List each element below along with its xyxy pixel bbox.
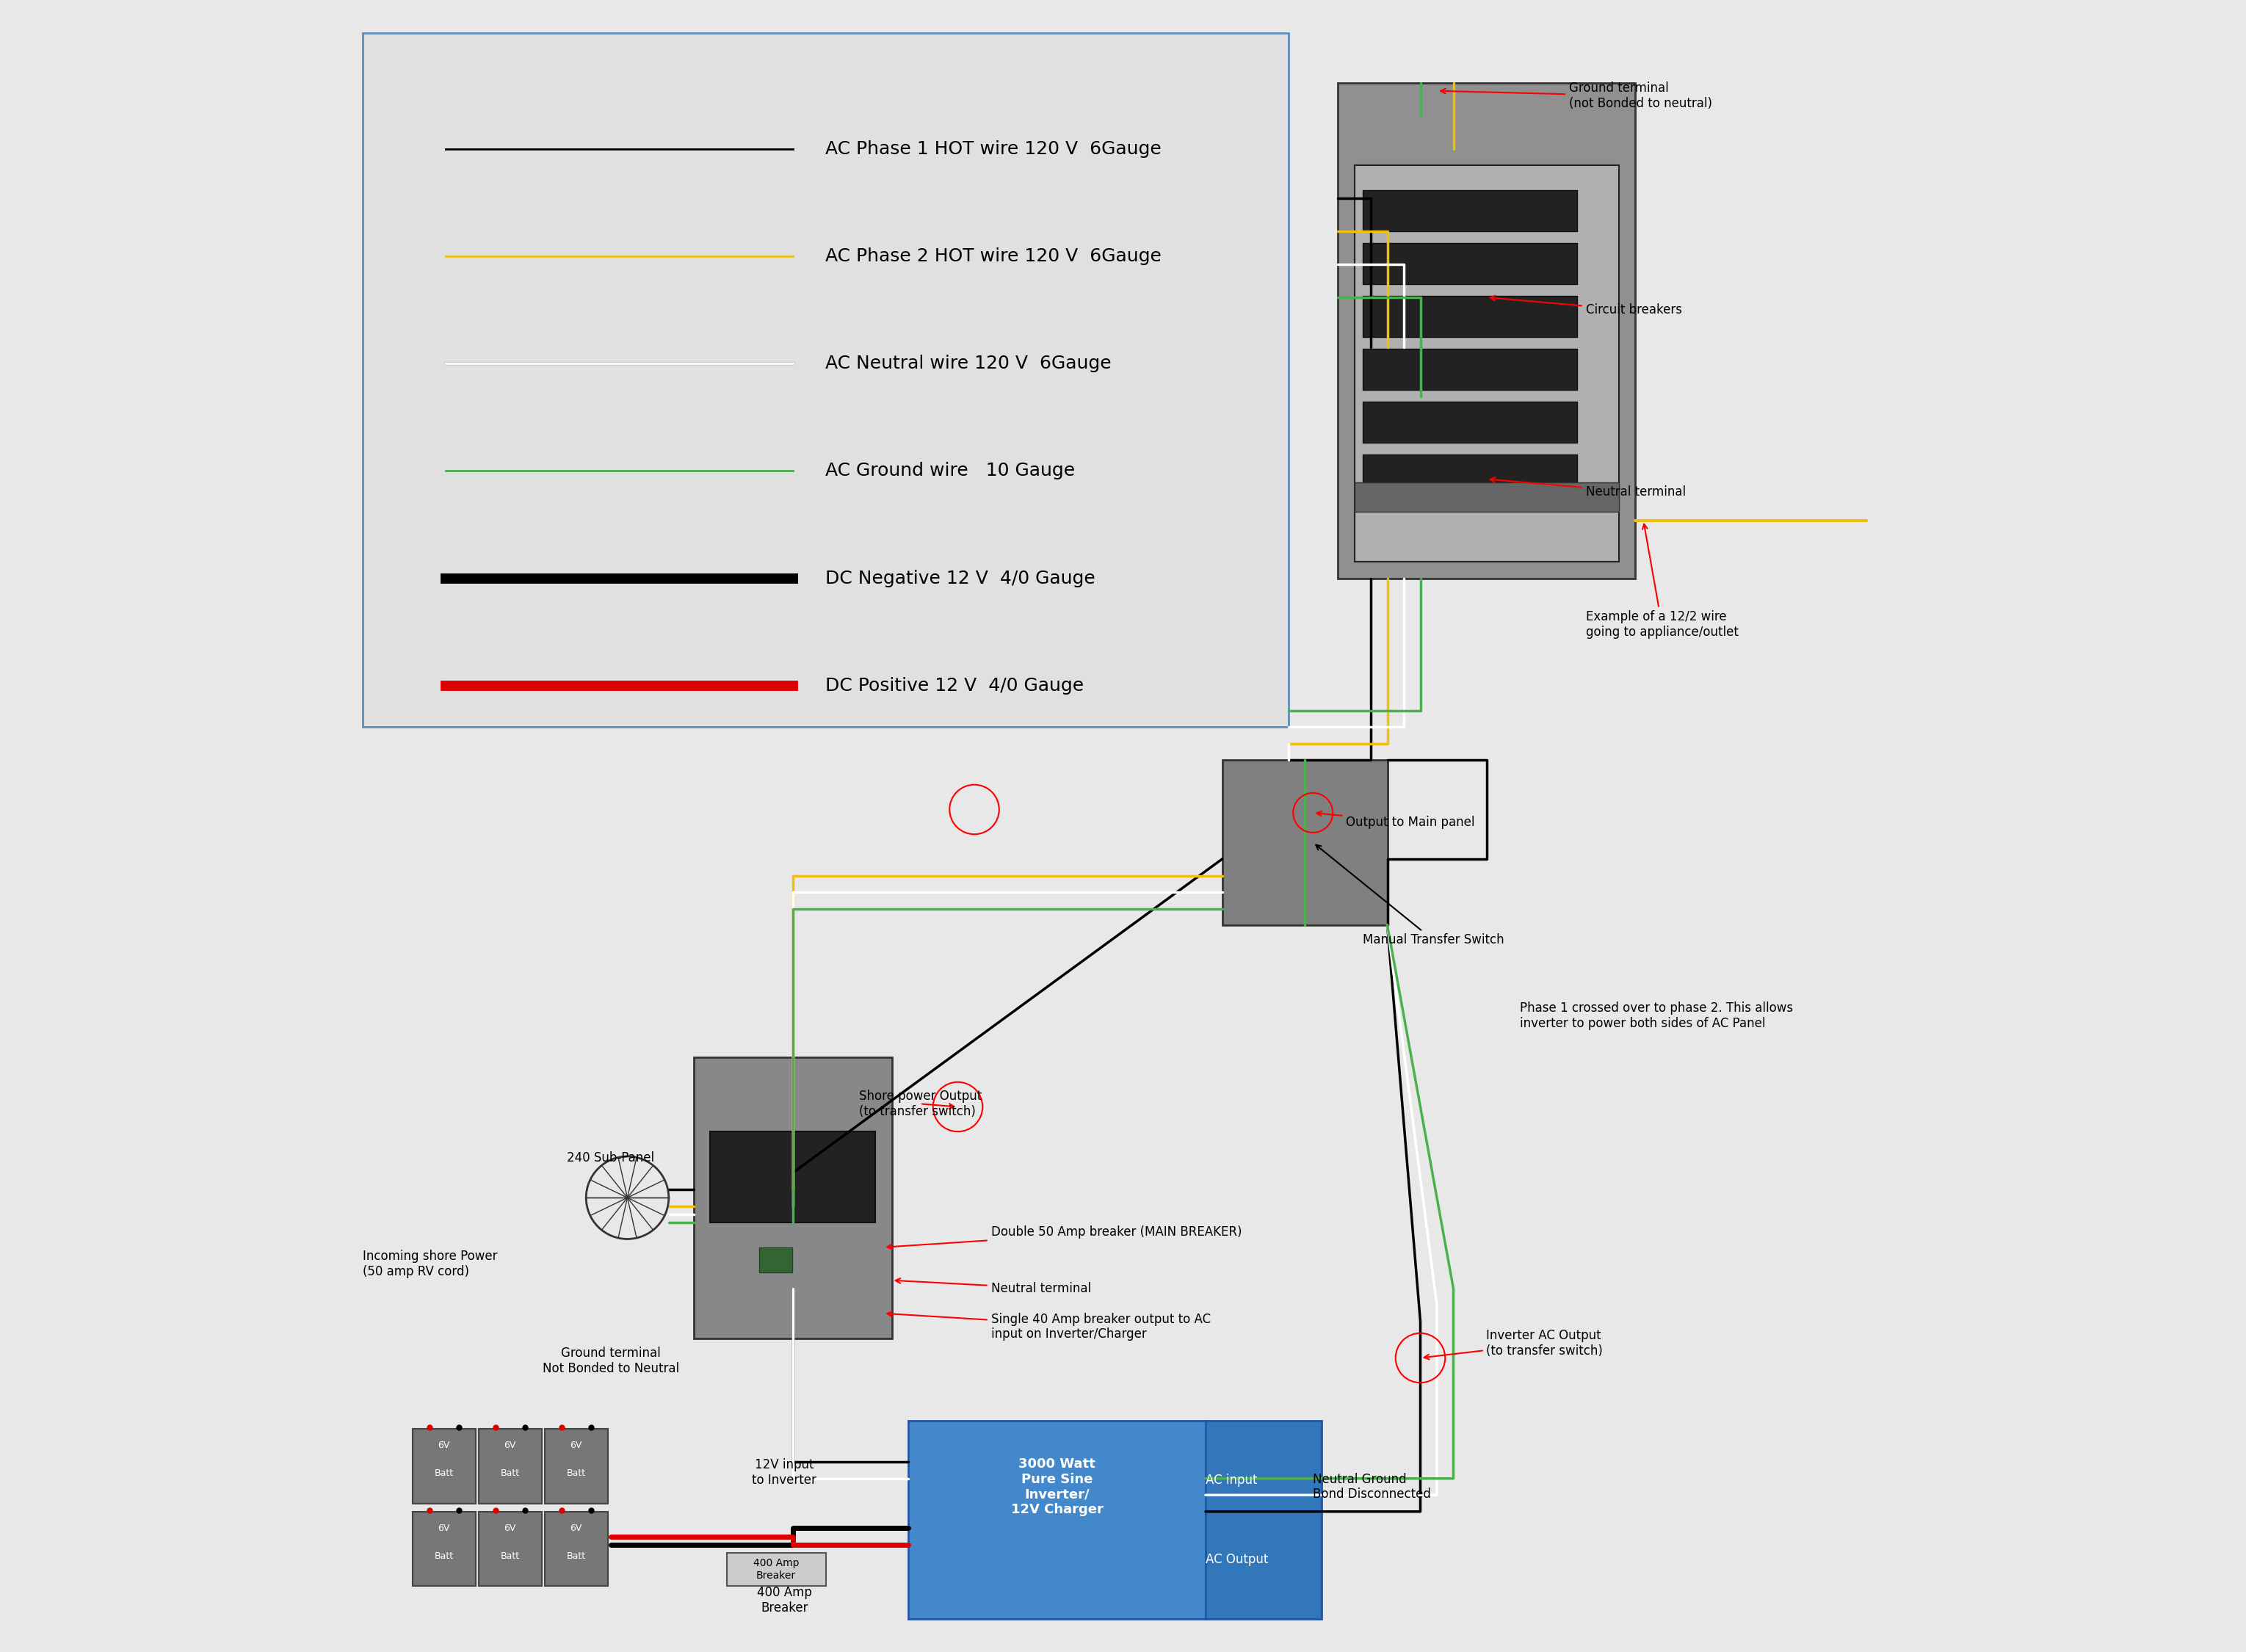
Text: Output to Main panel: Output to Main panel	[1316, 811, 1476, 829]
Text: 6V: 6V	[503, 1523, 517, 1533]
Text: 400 Amp
Breaker: 400 Amp Breaker	[752, 1558, 800, 1581]
Text: AC Output: AC Output	[1206, 1553, 1269, 1566]
Text: Incoming shore Power
(50 amp RV cord): Incoming shore Power (50 amp RV cord)	[364, 1249, 499, 1279]
Text: AC input: AC input	[1206, 1474, 1258, 1487]
Text: 6V: 6V	[438, 1441, 449, 1450]
Text: Neutral terminal: Neutral terminal	[896, 1279, 1092, 1295]
Bar	[759, 1247, 793, 1272]
Bar	[478, 1429, 541, 1503]
Text: Inverter AC Output
(to transfer switch): Inverter AC Output (to transfer switch)	[1424, 1330, 1604, 1360]
Bar	[1363, 349, 1577, 390]
Text: 6V: 6V	[570, 1441, 582, 1450]
Bar	[413, 1512, 476, 1586]
Text: AC Phase 1 HOT wire 120 V  6Gauge: AC Phase 1 HOT wire 120 V 6Gauge	[827, 140, 1161, 157]
Text: 6V: 6V	[503, 1441, 517, 1450]
Text: Batt: Batt	[501, 1551, 519, 1561]
Bar	[413, 1429, 476, 1503]
Text: DC Negative 12 V  4/0 Gauge: DC Negative 12 V 4/0 Gauge	[827, 570, 1096, 586]
Text: Batt: Batt	[501, 1469, 519, 1479]
FancyBboxPatch shape	[364, 33, 1289, 727]
Bar	[907, 1421, 1206, 1619]
Text: AC Phase 2 HOT wire 120 V  6Gauge: AC Phase 2 HOT wire 120 V 6Gauge	[827, 248, 1161, 264]
Bar	[1354, 165, 1619, 562]
Bar	[710, 1132, 876, 1222]
Bar	[478, 1512, 541, 1586]
Text: Batt: Batt	[566, 1469, 586, 1479]
Bar	[1363, 190, 1577, 231]
Bar	[725, 1553, 827, 1586]
Bar	[546, 1429, 609, 1503]
Text: 400 Amp
Breaker: 400 Amp Breaker	[757, 1586, 811, 1614]
Text: Circuit breakers: Circuit breakers	[1489, 296, 1682, 317]
Bar	[1363, 296, 1577, 337]
Text: Batt: Batt	[566, 1551, 586, 1561]
Text: AC Ground wire   10 Gauge: AC Ground wire 10 Gauge	[827, 463, 1076, 479]
Text: Double 50 Amp breaker (MAIN BREAKER): Double 50 Amp breaker (MAIN BREAKER)	[887, 1226, 1242, 1249]
Text: DC Positive 12 V  4/0 Gauge: DC Positive 12 V 4/0 Gauge	[827, 677, 1085, 694]
Text: 12V input
to Inverter: 12V input to Inverter	[752, 1459, 818, 1487]
Bar	[1363, 401, 1577, 443]
Bar	[694, 1057, 892, 1338]
Text: Manual Transfer Switch: Manual Transfer Switch	[1316, 844, 1505, 947]
Bar	[1222, 760, 1388, 925]
Bar	[546, 1512, 609, 1586]
Text: Example of a 12/2 wire
going to appliance/outlet: Example of a 12/2 wire going to applianc…	[1586, 524, 1738, 639]
Text: Ground terminal
(not Bonded to neutral): Ground terminal (not Bonded to neutral)	[1440, 83, 1711, 111]
Text: Neutral Ground
Bond Disconnected: Neutral Ground Bond Disconnected	[1314, 1472, 1431, 1502]
Bar	[1206, 1421, 1321, 1619]
Text: Phase 1 crossed over to phase 2. This allows
inverter to power both sides of AC : Phase 1 crossed over to phase 2. This al…	[1521, 1001, 1792, 1031]
Text: Batt: Batt	[433, 1551, 454, 1561]
Text: Neutral terminal: Neutral terminal	[1489, 477, 1684, 499]
Text: AC Neutral wire 120 V  6Gauge: AC Neutral wire 120 V 6Gauge	[827, 355, 1112, 372]
Bar	[1354, 482, 1619, 512]
Bar	[1363, 454, 1577, 496]
Text: 240 Sub-Panel: 240 Sub-Panel	[568, 1151, 654, 1165]
Text: Single 40 Amp breaker output to AC
input on Inverter/Charger: Single 40 Amp breaker output to AC input…	[887, 1312, 1211, 1341]
Bar	[1339, 83, 1635, 578]
Text: 6V: 6V	[570, 1523, 582, 1533]
Bar	[1363, 243, 1577, 284]
Text: Batt: Batt	[433, 1469, 454, 1479]
Text: 6V: 6V	[438, 1523, 449, 1533]
Text: Shore power Output
(to transfer switch): Shore power Output (to transfer switch)	[858, 1090, 982, 1118]
Text: Ground terminal
Not Bonded to Neutral: Ground terminal Not Bonded to Neutral	[544, 1346, 678, 1374]
Text: 3000 Watt
Pure Sine
Inverter/
12V Charger: 3000 Watt Pure Sine Inverter/ 12V Charge…	[1011, 1457, 1103, 1517]
